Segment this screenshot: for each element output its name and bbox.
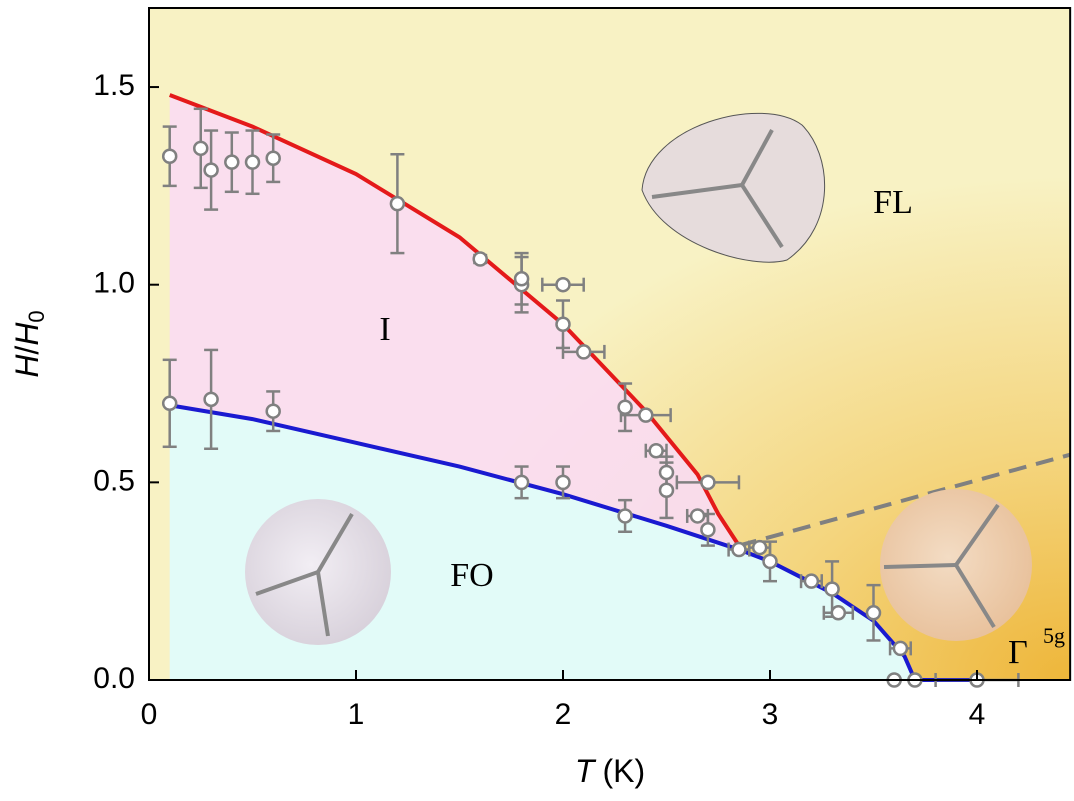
data-point xyxy=(689,508,706,524)
x-tick-label: 3 xyxy=(762,698,779,731)
y-tick-label: 0.0 xyxy=(93,662,135,695)
x-tick-label: 2 xyxy=(555,698,572,731)
data-point xyxy=(555,474,571,491)
inset-fo xyxy=(245,499,391,645)
data-point xyxy=(700,474,716,491)
region-label: I xyxy=(379,311,390,348)
x-tick-label: 1 xyxy=(348,698,365,731)
data-point xyxy=(555,316,571,332)
region-label: FL xyxy=(873,184,913,221)
y-tick-label: 0.5 xyxy=(93,464,135,497)
plot-frame xyxy=(148,7,1072,681)
data-point xyxy=(472,251,488,267)
data-point xyxy=(513,271,530,287)
data-point xyxy=(575,344,592,360)
inset-gamma xyxy=(880,489,1032,641)
data-point xyxy=(265,403,281,419)
data-point xyxy=(638,407,654,423)
y-label-part: H xyxy=(9,354,45,378)
x-tick-label: 4 xyxy=(969,698,986,731)
x-tick-label: 0 xyxy=(141,698,158,731)
region-label-superscript: 5g xyxy=(1043,623,1065,648)
region-label: Γ xyxy=(1008,634,1028,671)
data-point xyxy=(865,605,882,621)
data-point xyxy=(617,508,633,524)
data-point xyxy=(244,154,261,170)
y-label-part: 0 xyxy=(24,310,49,322)
data-point xyxy=(658,464,675,481)
data-point xyxy=(658,482,675,499)
dashed-line xyxy=(738,452,1071,548)
x-label-part: (K) xyxy=(602,753,645,789)
data-point xyxy=(203,391,219,408)
data-point xyxy=(762,553,778,570)
data-point xyxy=(700,522,716,538)
region-intermediate xyxy=(169,94,739,550)
data-point xyxy=(803,573,820,589)
insets xyxy=(245,112,1032,645)
data-point xyxy=(161,395,178,412)
data-point xyxy=(892,640,909,657)
data-point xyxy=(555,276,571,293)
data-point xyxy=(203,162,219,178)
data-point xyxy=(224,154,240,170)
data-point xyxy=(731,541,747,558)
data-point xyxy=(265,150,281,166)
x-label-part: T xyxy=(575,753,597,789)
y-label-part: / xyxy=(9,346,45,355)
data-point xyxy=(648,442,664,459)
data-point xyxy=(617,399,633,415)
data-point xyxy=(161,148,178,164)
region-label: FO xyxy=(450,557,493,594)
data-point xyxy=(830,605,847,621)
y-label-part: H xyxy=(9,322,45,346)
data-point xyxy=(193,140,209,157)
data-point xyxy=(389,195,406,212)
x-axis-label: T (K) xyxy=(575,753,645,789)
data-point xyxy=(513,474,530,491)
inset-fl xyxy=(641,112,825,263)
data-point xyxy=(824,581,840,597)
data-point xyxy=(751,539,768,556)
y-tick-label: 1.5 xyxy=(93,69,135,102)
y-axis-label: H/H0 xyxy=(9,310,48,377)
y-tick-label: 1.0 xyxy=(93,267,135,300)
